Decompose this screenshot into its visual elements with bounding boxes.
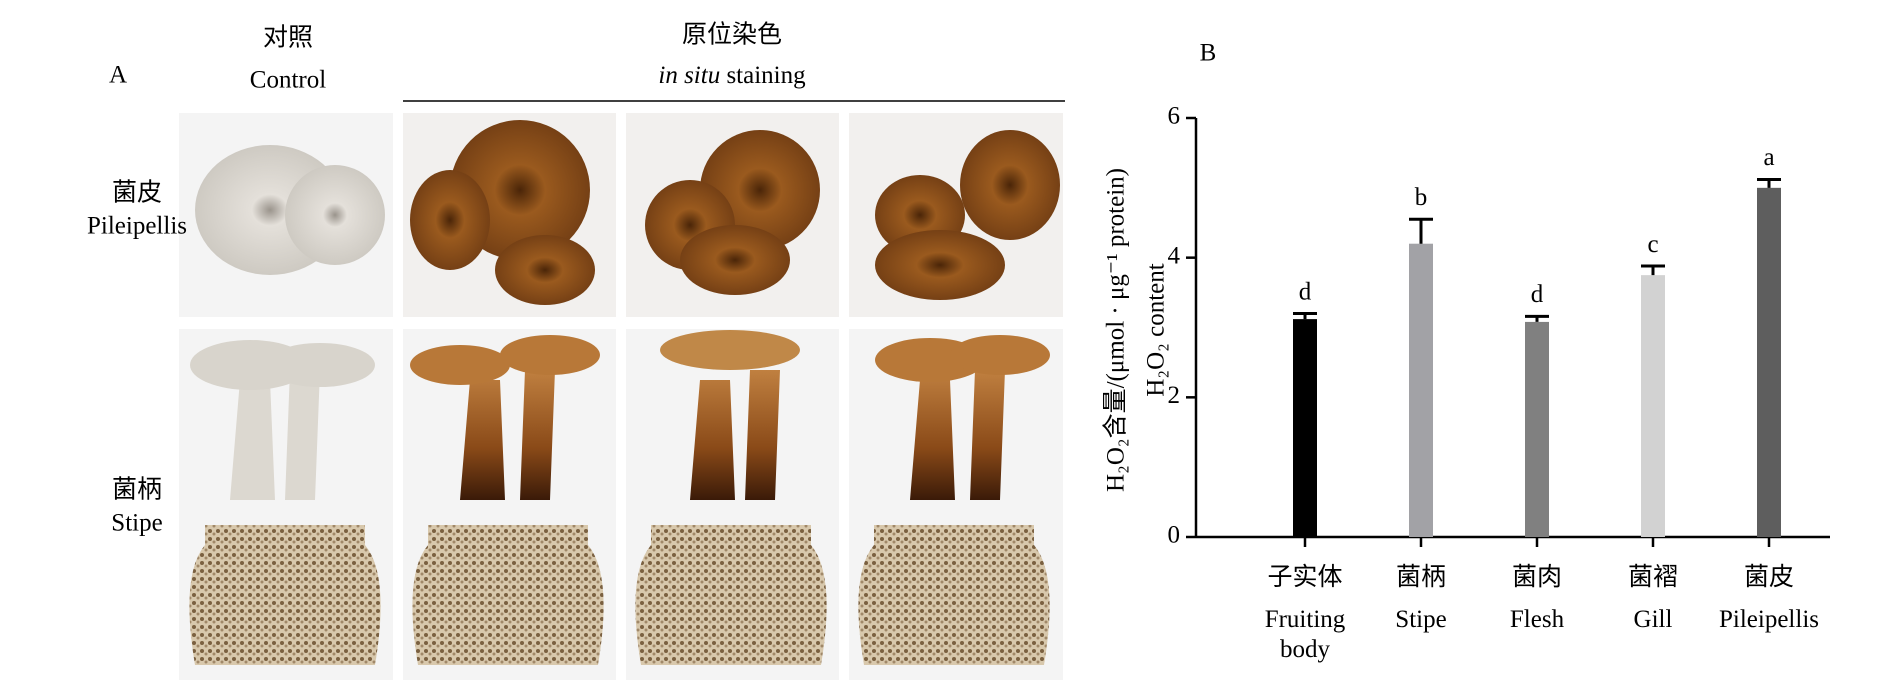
x-tick-label-en: Gill bbox=[1633, 606, 1673, 633]
bar bbox=[1409, 243, 1433, 537]
cap bbox=[265, 343, 375, 387]
bar bbox=[1641, 275, 1665, 537]
jar bbox=[858, 525, 1050, 665]
panel-label: A bbox=[109, 62, 127, 89]
error-bar bbox=[1293, 312, 1317, 320]
error-bar bbox=[1525, 314, 1549, 322]
x-tick-label: 子实体 bbox=[1267, 564, 1343, 591]
x-tick-label-en: Stipe bbox=[1395, 606, 1447, 633]
stipe-photos bbox=[179, 329, 1063, 680]
jar bbox=[412, 525, 604, 665]
photos bbox=[179, 113, 1063, 680]
x-tick-label: 菌肉 bbox=[1511, 564, 1562, 591]
row-label: Pileipellis bbox=[87, 213, 187, 240]
x-tick-label: 菌柄 bbox=[1395, 564, 1446, 591]
y-tick-label: 4 bbox=[1168, 242, 1181, 269]
y-axis-label: H₂O₂含量/(μmol · μg⁻¹ protein) bbox=[1102, 168, 1130, 492]
cap bbox=[875, 230, 1005, 300]
panel-label: B bbox=[1200, 40, 1217, 67]
x-tick-label-en: Flesh bbox=[1509, 606, 1565, 633]
stipe bbox=[230, 370, 320, 500]
cap bbox=[495, 235, 595, 305]
jar bbox=[635, 525, 827, 665]
italic-part: in situ bbox=[658, 62, 720, 89]
y-tick-label: 6 bbox=[1168, 103, 1181, 130]
row-label: 菌柄 bbox=[112, 476, 162, 504]
x-tick-label-en: Fruiting body bbox=[1264, 606, 1346, 663]
cap bbox=[410, 345, 510, 385]
column-label: 原位染色 bbox=[682, 21, 782, 49]
column-label: in situ staining bbox=[658, 62, 806, 89]
column-label: Control bbox=[250, 67, 326, 94]
stipe bbox=[690, 370, 780, 500]
cap bbox=[500, 335, 600, 375]
x-tick-label-en: Pileipellis bbox=[1719, 606, 1819, 633]
significance-letter: d bbox=[1531, 281, 1544, 308]
x-tick-label: 菌皮 bbox=[1743, 564, 1794, 591]
y-axis-label: H₂O₂ content bbox=[1143, 263, 1170, 396]
stipe bbox=[460, 370, 555, 500]
significance-letter: d bbox=[1299, 278, 1312, 305]
x-tick-label: 菌褶 bbox=[1627, 564, 1678, 591]
significance-letter: a bbox=[1763, 144, 1774, 171]
cap bbox=[410, 170, 490, 270]
bar bbox=[1525, 321, 1549, 537]
cap bbox=[950, 335, 1050, 375]
significance-letter: c bbox=[1647, 231, 1658, 258]
error-bar bbox=[1409, 217, 1433, 244]
cap bbox=[285, 165, 385, 265]
column-label: 对照 bbox=[263, 24, 313, 52]
stipe bbox=[910, 370, 1005, 500]
bar bbox=[1757, 187, 1781, 538]
plain-part: staining bbox=[726, 62, 806, 89]
cap bbox=[960, 130, 1060, 240]
cap bbox=[660, 330, 800, 370]
error-bar bbox=[1641, 264, 1665, 276]
y-tick-label: 2 bbox=[1168, 382, 1181, 409]
y-tick-label: 0 bbox=[1168, 522, 1181, 549]
row-label: Stipe bbox=[111, 510, 162, 537]
row-label: 菌皮 bbox=[112, 179, 162, 207]
cap bbox=[680, 225, 790, 295]
error-bar bbox=[1757, 177, 1781, 188]
bar bbox=[1293, 319, 1317, 537]
jar bbox=[189, 525, 381, 665]
significance-letter: b bbox=[1415, 184, 1428, 211]
